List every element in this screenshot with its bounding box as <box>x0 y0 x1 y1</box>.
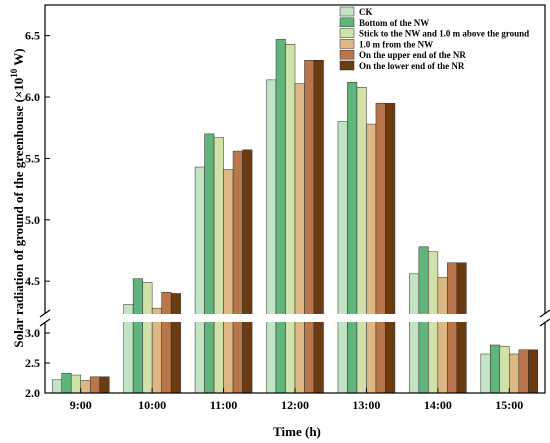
bar <box>232 150 243 394</box>
bar <box>89 376 100 394</box>
x-tick-label: 10:00 <box>138 398 166 412</box>
bar <box>294 83 305 394</box>
bar <box>61 372 72 394</box>
x-tick-label: 13:00 <box>352 398 380 412</box>
bar <box>142 282 153 394</box>
legend-swatch <box>339 6 355 17</box>
bar <box>356 86 367 394</box>
y-tick-label: 2.0 <box>25 386 40 400</box>
axis-break-mark <box>539 309 550 318</box>
y-axis-title: Solar radiation of ground of the greenho… <box>9 48 26 347</box>
axes-layer: 2.0 2.5 3.0 4.5 5.0 5.5 6.0 6.5 9:00 10:00 11:00 12… <box>25 4 550 412</box>
bar <box>194 166 205 394</box>
bar <box>275 39 286 394</box>
bar <box>285 44 296 394</box>
bar <box>204 133 215 394</box>
bar <box>99 376 110 394</box>
x-tick-label: 9:00 <box>70 398 92 412</box>
bar <box>528 349 539 394</box>
legend-swatch <box>339 17 355 28</box>
x-tick-label: 12:00 <box>281 398 309 412</box>
bar <box>366 123 377 394</box>
y-tick-label: 2.5 <box>25 356 40 370</box>
bar <box>375 102 386 394</box>
axis-break-mark <box>39 309 51 318</box>
legend-label: On the lower end of the NR <box>359 61 465 71</box>
bar <box>509 353 520 394</box>
bar <box>161 291 172 394</box>
bar <box>447 262 458 394</box>
bar <box>242 149 253 394</box>
bar <box>480 353 491 394</box>
bar <box>80 380 91 394</box>
legend-swatch <box>339 49 355 60</box>
y-tick-label: 3.0 <box>25 326 40 340</box>
bar <box>437 277 448 394</box>
bar <box>428 251 439 394</box>
bar <box>385 102 396 394</box>
bar <box>213 137 224 394</box>
bar <box>499 345 510 394</box>
y-tick-label: 4.5 <box>25 274 40 288</box>
legend-label: Bottom of the NW <box>359 18 429 28</box>
bar <box>490 344 501 394</box>
bar <box>132 278 143 394</box>
legend-label: Stick to the NW and 1.0 m above the grou… <box>359 29 529 39</box>
axis-break-gap-right <box>541 314 549 322</box>
y-tick-label: 5.5 <box>25 151 40 165</box>
bar <box>51 379 62 394</box>
x-tick-label: 11:00 <box>210 398 237 412</box>
legend-label: On the upper end of the NR <box>359 50 466 60</box>
y-tick-label: 5.0 <box>25 213 40 227</box>
bar <box>304 59 315 394</box>
legend-swatch <box>339 60 355 71</box>
axis-break-mark <box>539 318 550 327</box>
x-axis-title: Time (h) <box>273 424 321 439</box>
legend-label: CK <box>359 7 373 17</box>
legend-swatch <box>339 39 355 49</box>
bars-layer <box>51 39 539 394</box>
legend-label: 1.0 m from the NW <box>359 39 433 49</box>
bar <box>313 59 324 394</box>
x-tick-label: 15:00 <box>495 398 523 412</box>
bar <box>518 349 529 394</box>
axis-break-gap-left <box>41 314 49 322</box>
bar <box>170 293 181 394</box>
bar <box>456 262 467 394</box>
legend-swatch <box>339 28 355 38</box>
bar <box>266 79 277 394</box>
axis-break-mark <box>39 318 51 327</box>
y-tick-label: 6.5 <box>25 29 40 43</box>
bar <box>347 82 358 394</box>
x-tick-label: 14:00 <box>424 398 452 412</box>
bar <box>223 169 234 394</box>
y-tick-label: 6.0 <box>25 90 40 104</box>
bar <box>70 374 81 394</box>
axis-break-gap <box>37 314 550 322</box>
bar <box>337 121 348 394</box>
bar <box>409 273 420 394</box>
